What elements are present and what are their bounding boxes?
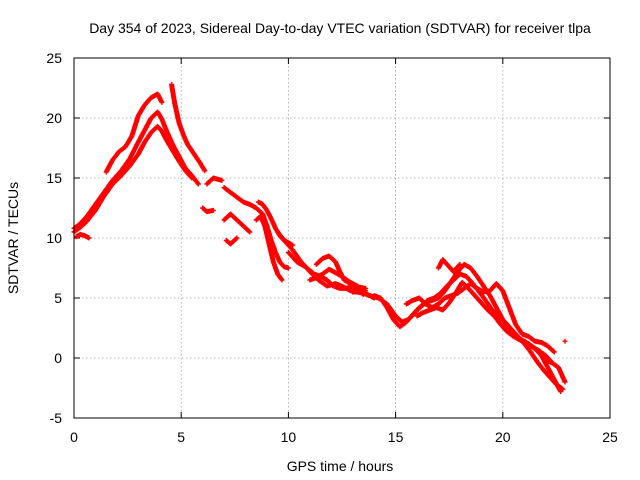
axis-ticks: 0 5 10 15 20 25 -5 0 5 10 15 20 25 <box>46 50 618 445</box>
x-tick-label: 10 <box>281 429 297 445</box>
series-tlpa-track-20 <box>414 279 555 366</box>
y-tick-label: 10 <box>46 230 62 246</box>
data-marker-track <box>204 175 225 187</box>
data-marker-track <box>103 91 165 175</box>
y-tick-label: 5 <box>54 290 62 306</box>
x-tick-label: 5 <box>177 429 185 445</box>
series-tlpa-track-18 <box>371 261 564 395</box>
y-tick-label: 20 <box>46 110 62 126</box>
series-tlpa-track-19 <box>403 281 557 355</box>
data-marker-track <box>253 213 285 283</box>
series-tlpa-track-16 <box>307 266 369 294</box>
data-marker-track <box>169 81 208 174</box>
grid <box>74 58 610 418</box>
data-marker-track <box>371 261 564 395</box>
chart-title: Day 354 of 2023, Sidereal Day-to-day VTE… <box>89 20 591 36</box>
y-tick-label: 0 <box>54 350 62 366</box>
data-marker-track <box>221 185 291 271</box>
series-tlpa-track-9 <box>221 211 253 235</box>
data-marker-track <box>403 281 557 355</box>
series-tlpa-track-4 <box>169 81 208 174</box>
series-tlpa-track-8 <box>221 185 291 271</box>
y-axis-label: SDTVAR / TECUs <box>5 182 21 294</box>
data-marker-track <box>543 357 568 385</box>
data-marker-track <box>436 257 463 275</box>
series-tlpa-track-21 <box>436 257 463 275</box>
series-tlpa-track-10 <box>223 235 240 247</box>
plot-frame <box>73 57 611 419</box>
y-tick-label: -5 <box>50 410 63 426</box>
data-marker-track <box>223 235 240 247</box>
x-tick-label: 0 <box>70 429 78 445</box>
x-axis-label: GPS time / hours <box>287 458 394 474</box>
series-tlpa-track-6 <box>200 205 216 215</box>
series-tlpa-track-7 <box>204 175 225 187</box>
series-tlpa-track-12 <box>253 213 285 283</box>
data-marker-track <box>73 231 92 241</box>
x-tick-label: 25 <box>602 429 618 445</box>
series-tlpa <box>71 81 568 395</box>
series-tlpa-track-3 <box>103 91 165 175</box>
x-tick-label: 15 <box>388 429 404 445</box>
data-marker-track <box>414 279 555 366</box>
data-marker-track <box>200 205 216 215</box>
data-marker-track <box>307 266 369 294</box>
y-tick-label: 15 <box>46 170 62 186</box>
data-marker-track <box>562 338 568 344</box>
series-tlpa-track-22 <box>543 357 568 385</box>
series-tlpa-track-5 <box>73 231 92 241</box>
x-tick-label: 20 <box>495 429 511 445</box>
data-points <box>71 81 568 395</box>
y-tick-label: 25 <box>46 50 62 66</box>
data-marker-track <box>71 123 195 235</box>
series-tlpa-track-2 <box>71 123 195 235</box>
data-marker-track <box>221 211 253 235</box>
series-tlpa-track-23 <box>562 338 568 344</box>
